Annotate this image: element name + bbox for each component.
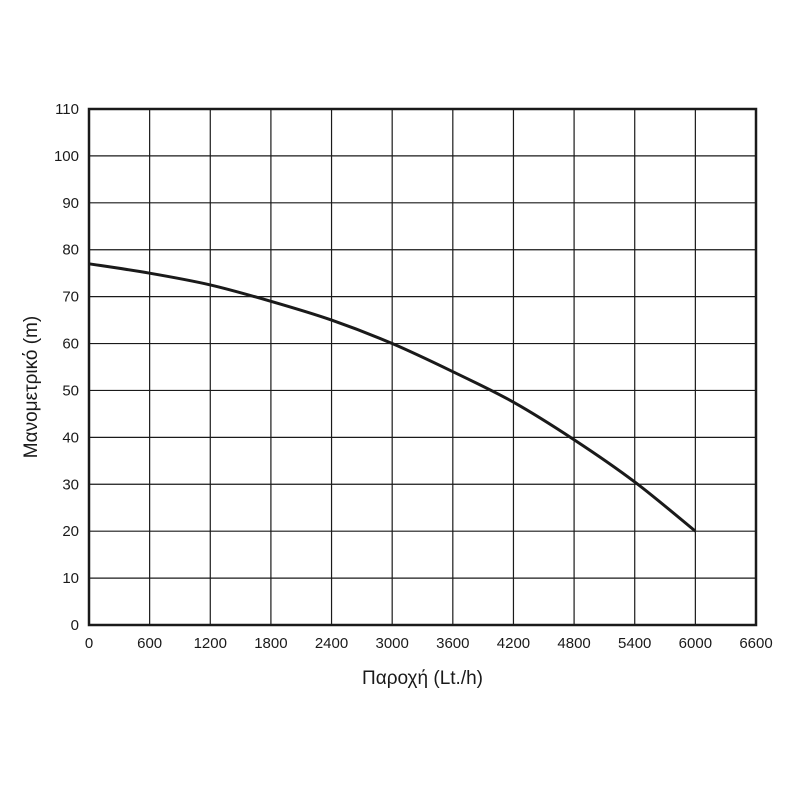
y-tick-label: 110 — [55, 101, 79, 118]
x-tick-labels: 0 600 1200 1800 2400 3000 3600 4200 4800 5400 6000… — [85, 635, 773, 652]
y-tick-label: 70 — [62, 289, 79, 306]
x-tick-label: 1800 — [254, 635, 287, 652]
y-tick-label: 50 — [62, 382, 79, 399]
y-tick-label: 20 — [62, 523, 79, 540]
x-tick-label: 2400 — [315, 635, 348, 652]
y-tick-labels: 0 10 20 30 40 50 60 70 80 90 100 110 — [54, 101, 79, 634]
x-tick-label: 1200 — [194, 635, 227, 652]
x-axis-title: Παροχή (Lt./h) — [362, 668, 483, 689]
y-tick-label: 0 — [71, 617, 79, 634]
grid-lines — [89, 109, 756, 625]
y-tick-label: 80 — [62, 242, 79, 259]
plot-frame — [87, 107, 758, 627]
series-layer — [88, 262, 697, 533]
x-tick-label: 4200 — [497, 635, 530, 652]
x-tick-label: 4800 — [557, 635, 590, 652]
y-tick-label: 40 — [62, 429, 79, 446]
series-line-0 — [88, 262, 697, 533]
x-tick-label: 6600 — [739, 635, 772, 652]
x-tick-label: 3600 — [436, 635, 469, 652]
y-tick-label: 60 — [62, 336, 79, 353]
y-tick-label: 30 — [62, 476, 79, 493]
x-tick-label: 5400 — [618, 635, 651, 652]
y-axis-title: Μανομετρικό (m) — [21, 316, 42, 458]
y-tick-label: 10 — [62, 570, 79, 587]
x-tick-label: 600 — [137, 635, 162, 652]
x-tick-label: 3000 — [375, 635, 408, 652]
y-tick-label: 100 — [54, 148, 79, 165]
x-tick-label: 6000 — [679, 635, 712, 652]
y-tick-label: 90 — [62, 195, 79, 212]
x-tick-label: 0 — [85, 635, 93, 652]
